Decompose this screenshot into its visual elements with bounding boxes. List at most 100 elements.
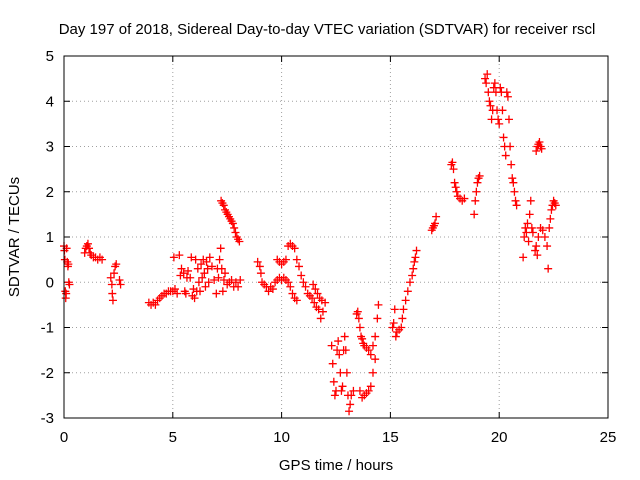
data-point — [215, 255, 224, 264]
data-point — [207, 262, 216, 271]
data-point — [538, 226, 547, 235]
data-point — [218, 287, 227, 296]
data-point — [532, 147, 541, 156]
data-point — [190, 294, 199, 303]
data-point — [177, 264, 186, 273]
data-point — [337, 386, 346, 395]
data-point — [537, 144, 546, 153]
data-point — [364, 346, 373, 355]
data-point — [318, 307, 327, 316]
data-point — [201, 282, 210, 291]
data-point — [194, 278, 203, 287]
data-point — [432, 212, 441, 221]
data-point — [528, 228, 537, 237]
data-point — [460, 194, 469, 203]
data-point — [532, 242, 541, 251]
data-point — [452, 187, 461, 196]
data-point — [409, 264, 418, 273]
data-point — [214, 273, 223, 282]
data-point — [523, 219, 532, 228]
data-point — [506, 142, 515, 151]
data-point — [481, 74, 490, 83]
data-point — [290, 244, 299, 253]
data-point — [490, 79, 499, 88]
data-point — [295, 262, 304, 271]
data-point — [292, 296, 301, 305]
data-point — [314, 305, 323, 314]
grid-lines — [64, 56, 608, 418]
x-tick-label: 10 — [273, 429, 290, 446]
data-point — [198, 273, 207, 282]
data-point — [355, 323, 364, 332]
data-point — [179, 269, 188, 278]
data-point — [504, 115, 513, 124]
data-point — [470, 210, 479, 219]
data-point — [526, 196, 535, 205]
data-point — [366, 350, 375, 359]
data-point — [533, 251, 542, 260]
data-point — [231, 228, 240, 237]
data-point — [255, 262, 264, 271]
data-point — [317, 296, 326, 305]
x-tick-label: 15 — [382, 429, 399, 446]
data-point — [355, 386, 364, 395]
data-point — [354, 314, 363, 323]
data-point — [98, 255, 107, 264]
data-point — [309, 280, 318, 289]
data-point — [256, 269, 265, 278]
data-point — [535, 137, 544, 146]
data-point — [330, 391, 339, 400]
data-point — [234, 282, 243, 291]
data-point — [545, 223, 554, 232]
y-tick-label: 3 — [46, 139, 54, 156]
data-point — [173, 289, 182, 298]
data-point — [450, 178, 459, 187]
data-point — [345, 407, 354, 416]
data-point — [520, 233, 529, 241]
data-point — [200, 269, 209, 278]
data-point — [329, 377, 338, 386]
data-points — [60, 70, 560, 416]
data-point — [547, 205, 556, 214]
data-point — [292, 255, 301, 264]
data-point — [389, 318, 398, 327]
data-point — [368, 368, 377, 377]
data-point — [471, 196, 480, 205]
y-tick-label: 1 — [46, 229, 54, 246]
y-tick-label: 4 — [46, 93, 54, 110]
data-point — [83, 239, 92, 248]
data-point — [217, 264, 226, 273]
data-point — [373, 314, 382, 323]
data-point — [107, 280, 116, 289]
data-point — [196, 287, 204, 296]
data-point — [264, 287, 273, 296]
y-axis-label: SDTVAR / TECUs — [6, 177, 23, 297]
data-point — [197, 260, 206, 269]
x-tick-label: 20 — [491, 429, 508, 446]
data-point — [169, 253, 178, 262]
data-point — [191, 255, 200, 264]
data-point — [366, 382, 375, 391]
data-point — [412, 246, 421, 255]
data-point — [347, 391, 356, 400]
data-point — [181, 289, 190, 298]
x-tick-label: 5 — [169, 429, 177, 446]
data-point — [219, 275, 228, 284]
y-tick-label: -1 — [41, 320, 54, 337]
data-point — [512, 201, 521, 210]
data-point — [353, 307, 362, 316]
data-point — [308, 294, 317, 303]
data-point — [374, 300, 383, 309]
x-axis-label: GPS time / hours — [279, 457, 393, 474]
data-point — [499, 133, 508, 142]
data-point — [116, 280, 125, 289]
data-point — [388, 323, 397, 332]
data-point — [310, 298, 319, 307]
data-point — [342, 368, 351, 377]
data-point — [151, 300, 160, 309]
data-point — [335, 350, 344, 359]
data-point — [531, 246, 540, 255]
data-point — [230, 223, 239, 232]
data-point — [85, 244, 94, 253]
data-point — [346, 400, 355, 409]
